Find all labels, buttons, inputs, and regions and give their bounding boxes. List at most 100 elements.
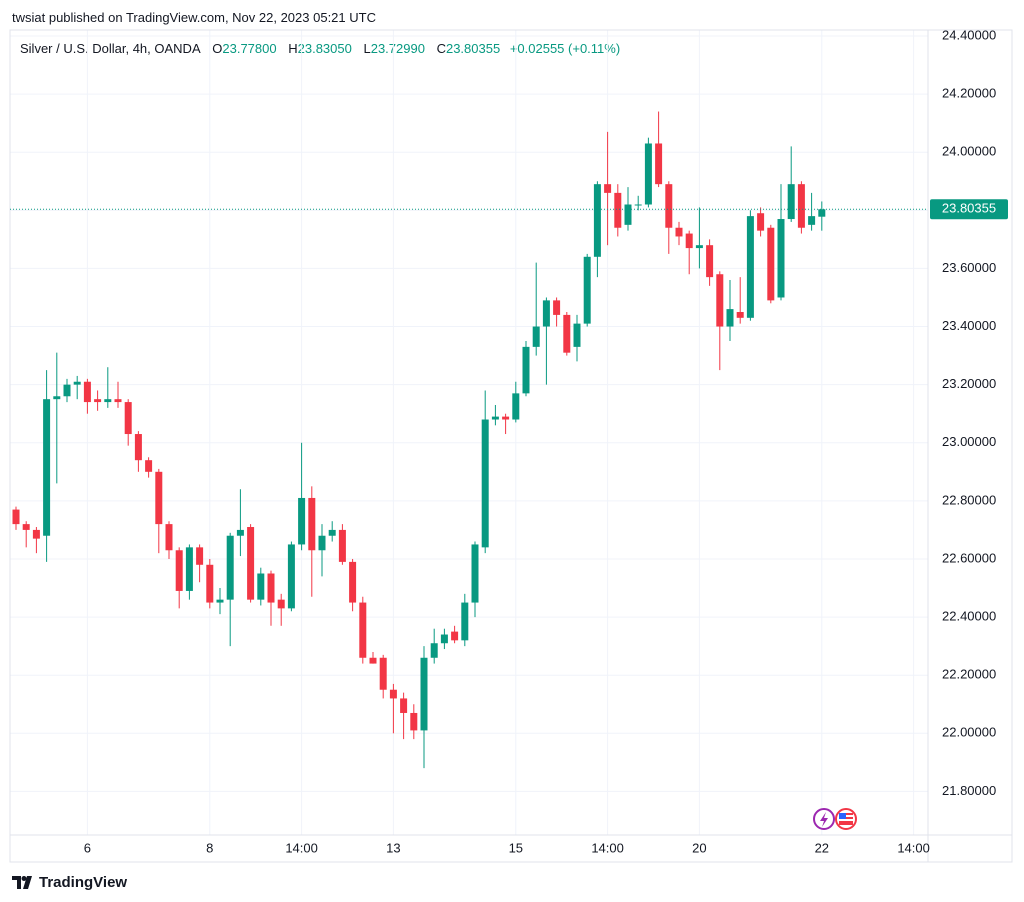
candle [491,404,499,426]
candle [410,704,418,740]
x-tick-label: 22 [815,840,829,855]
candle-body [512,393,520,420]
x-tick-label: 14:00 [591,840,624,855]
candle-body [308,497,316,551]
candle [124,399,132,446]
candle-body [257,573,265,600]
candle-body [726,309,734,327]
candle-body [318,535,326,551]
y-tick-label: 24.40000 [942,27,996,42]
x-tick-label: 8 [206,840,213,855]
candle-body [777,219,785,298]
chart-frame [9,29,1013,863]
candle-body [685,233,693,249]
candle [644,137,652,208]
candle-body [155,471,163,525]
event-icons[interactable] [813,808,857,830]
candle-body [502,416,510,420]
y-tick-label: 24.00000 [942,144,996,159]
candle-body [298,497,306,545]
candle [614,184,622,237]
candle-body [818,209,826,217]
candle [114,381,122,408]
candle-body [277,599,285,609]
x-tick-label: 15 [509,840,523,855]
candle-body [471,544,479,603]
legend-value: 23.77800 [222,41,277,56]
candle [63,378,71,403]
candle [716,271,724,371]
candle [196,544,204,583]
candle [522,341,530,397]
candle-body [73,381,81,385]
candle-body [287,544,295,609]
candle-body [706,245,714,278]
brand: TradingView [39,874,128,891]
candle-body [165,524,173,551]
candle-body [573,323,581,347]
candle [175,547,183,609]
candle [553,297,561,327]
legend-key: C [436,41,446,56]
candle [604,131,612,246]
candle-body [359,602,367,658]
candle [787,146,795,222]
y-tick-label: 23.60000 [942,260,996,275]
candle [440,628,448,650]
candle-body [175,550,183,591]
candle [83,378,91,414]
legend-key: L [363,41,371,56]
candle-body [420,657,428,731]
candle [32,527,40,554]
x-tick-label: 13 [386,840,400,855]
candle [104,367,112,408]
candle-body [206,564,214,603]
candle-body [604,184,612,193]
candle [655,111,663,188]
candle [420,646,428,769]
candle-body [185,547,193,591]
candle [94,390,102,411]
candle-body [716,274,724,327]
candle [532,262,540,356]
candle [134,431,142,472]
candle [389,683,397,734]
candle [736,277,744,324]
candle-body [216,599,224,603]
candle-body [542,300,550,327]
legend-value: 23.83050 [297,41,352,56]
candle [257,567,265,606]
last-price-box [930,199,1008,220]
candle [471,541,479,618]
candle-body [695,245,703,249]
y-tick-label: 23.00000 [942,434,996,449]
candle [43,370,51,562]
legend-value: 23.72990 [370,41,425,56]
candle [573,314,581,362]
legend-value: 23.80355 [445,41,501,56]
y-tick-label: 24.20000 [942,86,996,101]
candle [634,195,642,211]
candle [695,207,703,269]
legend-change: +0.02555 (+0.11%) [509,41,621,56]
candle-body [767,227,775,301]
candle-body [461,602,469,641]
candle [73,375,81,400]
logo [12,875,32,889]
candle [797,181,805,234]
candle [593,181,601,278]
candle [359,596,367,664]
candle [400,692,408,740]
candle-body [675,227,683,237]
event-icon-glyph [820,812,828,827]
candle [777,184,785,301]
candle [298,442,306,551]
candle-body [226,535,234,600]
candle-body [563,314,571,353]
candle-body [12,509,20,525]
candle [542,297,550,385]
y-tick-label: 23.20000 [942,376,996,391]
y-tick-label: 21.80000 [942,783,996,798]
candle-body [634,204,642,206]
